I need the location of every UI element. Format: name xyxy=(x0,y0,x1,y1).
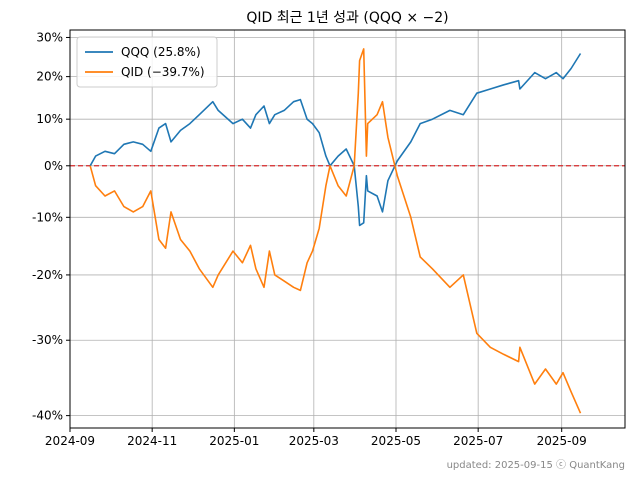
legend: QQQ (25.8%) QID (−39.7%) xyxy=(76,36,218,88)
y-tick-label: -20% xyxy=(32,268,63,282)
grid xyxy=(69,30,625,428)
y-tick-label: -10% xyxy=(32,210,63,224)
legend-label-qid: QID (−39.7%) xyxy=(121,65,205,79)
series-line-qqq xyxy=(89,53,582,227)
y-tick-label: 10% xyxy=(36,112,63,126)
x-tick-label: 2025-07 xyxy=(453,434,503,448)
x-tick-label: 2025-01 xyxy=(209,434,259,448)
y-axis-ticks: -40% -30% -20% -10% 0% 10% 20% 30% xyxy=(32,30,70,423)
legend-box xyxy=(76,36,218,88)
x-tick-label: 2025-03 xyxy=(289,434,339,448)
x-tick-label: 2024-09 xyxy=(45,434,95,448)
x-tick-label: 2025-05 xyxy=(371,434,421,448)
x-tick-label: 2025-09 xyxy=(537,434,587,448)
y-tick-label: 20% xyxy=(36,70,63,84)
series-layer xyxy=(89,48,582,414)
y-tick-label: 30% xyxy=(36,30,63,44)
footer-text: updated: 2025-09-15 ⓒ QuantKang xyxy=(447,459,625,471)
axes-frame xyxy=(69,29,626,429)
series-line-qid xyxy=(89,48,582,414)
chart-title: QID 최근 1년 성과 (QQQ × −2) xyxy=(246,10,448,26)
y-tick-label: -30% xyxy=(32,333,63,347)
x-tick-label: 2024-11 xyxy=(127,434,177,448)
x-axis-ticks: 2024-09 2024-11 2025-01 2025-03 2025-05 2025-… xyxy=(45,428,587,448)
y-tick-label: 0% xyxy=(44,159,63,173)
y-tick-label: -40% xyxy=(32,409,63,423)
legend-label-qqq: QQQ (25.8%) xyxy=(121,45,201,59)
